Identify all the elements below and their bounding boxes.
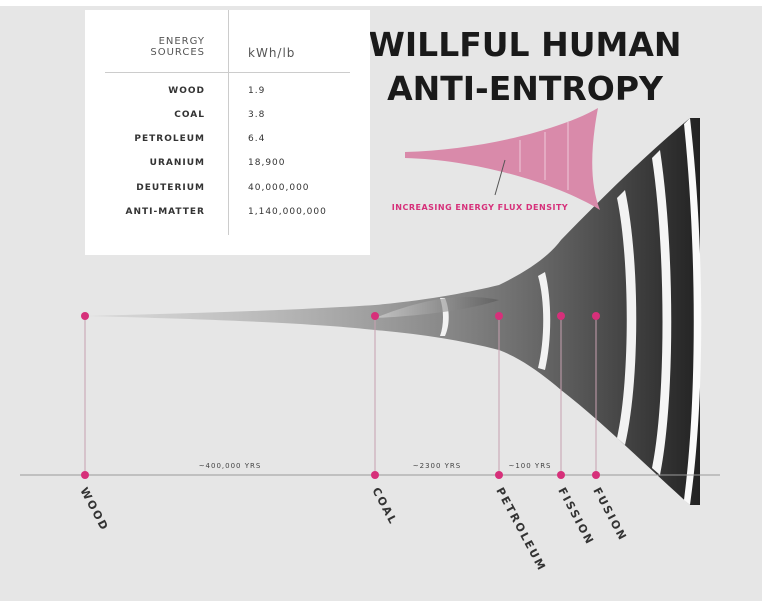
legend-horn <box>405 108 600 210</box>
divider <box>228 10 229 235</box>
value: 40,000,000 <box>248 183 310 193</box>
source: WOOD <box>168 86 205 96</box>
sliver <box>538 272 551 370</box>
top-strip <box>0 0 762 6</box>
value: 1.9 <box>248 86 266 96</box>
title-line: ANTI-ENTROPY <box>387 69 664 108</box>
source: COAL <box>174 110 205 120</box>
source: DEUTERIUM <box>136 183 205 193</box>
period-label: ~400,000 YRS <box>199 462 262 470</box>
header-cell: kWh/lb <box>248 46 296 60</box>
sliver <box>652 150 672 475</box>
sliver <box>617 190 637 445</box>
period-label: ~100 YRS <box>508 462 551 470</box>
branch <box>375 296 499 318</box>
stage-label: COAL <box>369 485 400 527</box>
period-label: ~2300 YRS <box>413 462 462 470</box>
source: PETROLEUM <box>134 134 205 144</box>
value: 3.8 <box>248 110 266 120</box>
value: 1,140,000,000 <box>248 207 327 217</box>
value: 6.4 <box>248 134 266 144</box>
dots <box>81 312 600 479</box>
energy-table: ENERGY SOURCES kWh/lb WOOD 1.9 COAL 3.8 PE… <box>85 10 370 255</box>
source: ANTI-MATTER <box>125 207 205 217</box>
stage-label: FISSION <box>555 485 596 547</box>
sliver <box>684 118 702 505</box>
stage-label: PETROLEUM <box>493 485 548 573</box>
stage-label: WOOD <box>77 485 111 533</box>
stage-label: FUSION <box>590 485 629 543</box>
title-line: WILLFUL HUMAN <box>368 25 681 64</box>
drop-lines <box>84 316 597 475</box>
legend-pointer <box>494 159 506 196</box>
rule <box>105 72 350 73</box>
header-cell: ENERGY SOURCES <box>150 36 205 58</box>
source: URANIUM <box>149 158 205 168</box>
legend-label: INCREASING ENERGY FLUX DENSITY <box>392 203 568 212</box>
value: 18,900 <box>248 158 286 168</box>
